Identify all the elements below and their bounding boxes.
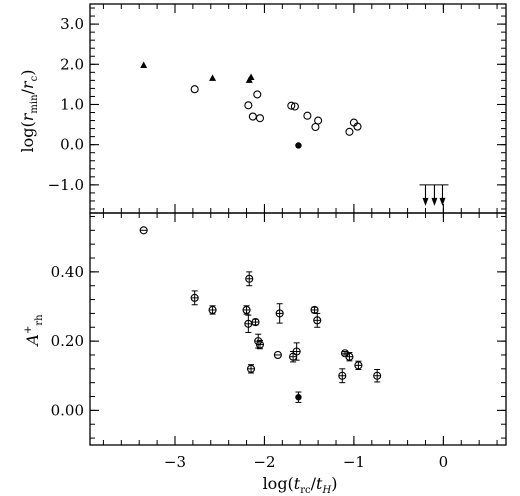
bottom-circle-point xyxy=(190,293,199,302)
top-triangle-point xyxy=(209,74,217,81)
bottom-xtick-label: −1 xyxy=(343,453,365,471)
bottom-circle-point xyxy=(338,371,347,380)
top-circle-point xyxy=(255,114,265,123)
top-triangle-point xyxy=(247,73,255,81)
bottom-circle-point xyxy=(354,361,363,370)
top-panel: −1.0 0.0 1.0 2.0 3.0 xyxy=(48,3,507,214)
bottom-circle-point xyxy=(251,318,260,327)
top-circle-point xyxy=(248,112,257,121)
top-upper-limit-arrowhead xyxy=(422,197,429,206)
bottom-circle-point xyxy=(242,305,251,315)
top-ytick-label: −1.0 xyxy=(48,176,84,194)
bottom-circle-point xyxy=(275,309,284,318)
top-upper-limit-arrowhead xyxy=(439,197,446,206)
top-filled-point xyxy=(295,142,302,149)
bottom-ytick-label: 0.20 xyxy=(51,332,84,350)
top-y-axis-label: log(rmin/rc) xyxy=(18,70,40,153)
top-circle-point xyxy=(353,122,362,131)
bottom-ytick-label: 0.40 xyxy=(51,263,84,281)
bottom-filled-point xyxy=(295,394,302,401)
top-circle-point xyxy=(190,85,199,94)
top-ytick-label: 3.0 xyxy=(60,15,84,33)
top-circle-point xyxy=(314,116,323,125)
bottom-circle-point xyxy=(246,364,256,373)
bottom-circle-point xyxy=(255,340,265,349)
bottom-circle-point xyxy=(292,347,301,356)
bottom-circle-point xyxy=(273,350,282,360)
top-circle-point xyxy=(303,111,312,120)
top-circle-point xyxy=(345,127,354,136)
bottom-plot-frame xyxy=(89,212,507,446)
bottom-ytick-label: 0.00 xyxy=(51,401,84,419)
bottom-y-axis-label: A+rh xyxy=(23,314,45,348)
bottom-panel: 0.00 0.20 0.40 −3 −2 −1 0 xyxy=(51,212,507,471)
bottom-circle-point xyxy=(139,226,148,235)
bottom-xtick-label: −3 xyxy=(164,453,186,471)
top-ytick-label: 2.0 xyxy=(60,55,84,73)
bottom-circle-point xyxy=(345,352,354,361)
bottom-circle-point xyxy=(313,316,322,325)
top-ytick-label: 1.0 xyxy=(60,95,84,113)
bottom-circle-point xyxy=(245,274,254,283)
bottom-xtick-label: 0 xyxy=(439,453,449,471)
bottom-circle-point xyxy=(208,305,217,315)
top-circle-point xyxy=(244,101,253,110)
bottom-xtick-label: −2 xyxy=(253,453,275,471)
top-circle-point xyxy=(253,90,262,99)
top-ytick-label: 0.0 xyxy=(60,136,84,154)
top-upper-limit-arrowhead xyxy=(431,197,438,206)
top-triangle-point xyxy=(140,61,148,68)
x-axis-label: log(trc/tH) xyxy=(263,474,338,496)
top-circle-point xyxy=(287,101,296,110)
bottom-circle-point xyxy=(373,371,382,380)
top-circle-point xyxy=(290,102,299,111)
